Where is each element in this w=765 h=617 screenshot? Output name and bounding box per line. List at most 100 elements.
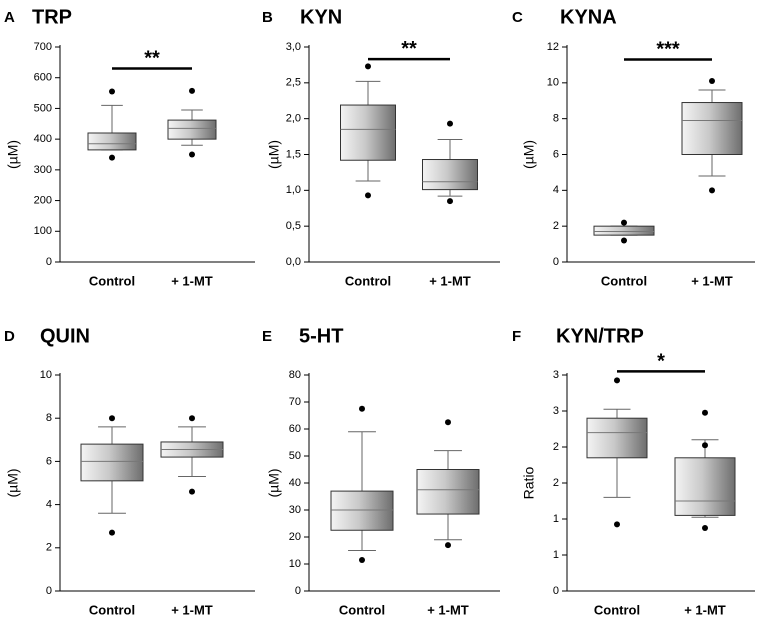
box-1-mt	[674, 409, 736, 531]
y-tick-label: 3	[553, 369, 559, 381]
outlier-point	[359, 405, 365, 412]
panel-c: C KYNA 0 2 4 6 8 10 12 (µM) Control + 1-MT ***	[512, 6, 755, 288]
x-tick-label: Control	[89, 602, 135, 617]
panel-title: 5-HT	[299, 325, 343, 347]
y-tick-label: 60	[289, 423, 301, 435]
panel-letter: F	[512, 328, 521, 345]
y-tick-label: 20	[289, 531, 301, 543]
y-tick-label: 10	[40, 369, 52, 381]
y-tick-label: 0	[46, 585, 52, 597]
panel-letter: B	[262, 9, 273, 26]
x-tick-label: + 1-MT	[171, 602, 213, 617]
outlier-point	[614, 377, 620, 384]
y-tick-label: 0,5	[286, 220, 301, 232]
outlier-point	[709, 187, 715, 194]
box-control	[586, 377, 648, 528]
outlier-point	[189, 415, 195, 422]
outlier-point	[359, 556, 365, 563]
y-tick-label: 12	[547, 41, 559, 53]
y-tick-label: 2,5	[286, 77, 301, 89]
box-1-mt	[160, 415, 224, 495]
outlier-point	[447, 120, 453, 127]
x-tick-label: + 1-MT	[427, 602, 469, 617]
significance-label: **	[401, 38, 417, 60]
y-tick-label: 300	[34, 164, 52, 176]
box-1-mt	[681, 78, 743, 194]
box-control	[330, 405, 394, 563]
panel-title: KYN/TRP	[556, 325, 644, 347]
y-tick-label: 10	[547, 77, 559, 89]
outlier-point	[109, 154, 115, 161]
panel-title: TRP	[32, 6, 72, 28]
y-tick-label: 0	[46, 256, 52, 268]
y-tick-label: 0	[553, 585, 559, 597]
outlier-point	[365, 63, 371, 70]
y-tick-label: 4	[553, 184, 559, 196]
y-tick-label: 200	[34, 194, 52, 206]
y-tick-label: 100	[34, 225, 52, 237]
y-tick-label: 1,5	[286, 148, 301, 160]
y-tick-label: 2	[553, 220, 559, 232]
box-iqr	[87, 132, 137, 151]
box-iqr	[586, 417, 648, 459]
x-tick-label: + 1-MT	[429, 273, 471, 288]
box-iqr	[674, 457, 736, 516]
y-tick-label: 2	[553, 441, 559, 453]
y-axis-label: (µM)	[5, 468, 21, 497]
significance-label: **	[144, 48, 160, 70]
y-tick-label: 1,0	[286, 184, 301, 196]
outlier-point	[365, 192, 371, 199]
y-axis-label: (µM)	[521, 140, 537, 169]
y-tick-label: 6	[46, 455, 52, 467]
outlier-point	[445, 419, 451, 426]
y-tick-label: 600	[34, 72, 52, 84]
outlier-point	[702, 525, 708, 531]
box-iqr	[422, 159, 478, 191]
outlier-point	[109, 529, 115, 536]
panel-d: D QUIN 0 2 4 6 8 10 (µM) Control + 1-MT	[4, 325, 255, 617]
y-tick-label: 30	[289, 504, 301, 516]
y-axis-label: (µM)	[266, 140, 282, 169]
y-tick-label: 400	[34, 133, 52, 145]
outlier-point	[614, 521, 620, 528]
outlier-point	[189, 151, 195, 158]
box-iqr	[167, 119, 217, 140]
box-1-mt	[422, 120, 478, 205]
y-tick-label: 2	[46, 542, 52, 554]
y-tick-label: 2	[553, 477, 559, 489]
panel-letter: E	[262, 328, 272, 345]
outlier-point	[621, 237, 627, 244]
y-tick-label: 70	[289, 396, 301, 408]
box-iqr	[681, 102, 743, 155]
y-tick-label: 6	[553, 148, 559, 160]
y-tick-label: 3,0	[286, 41, 301, 53]
y-tick-label: 80	[289, 369, 301, 381]
panel-letter: D	[4, 328, 15, 345]
x-tick-label: Control	[594, 602, 640, 617]
y-axis-label: (µM)	[5, 140, 21, 169]
outlier-point	[447, 198, 453, 205]
x-tick-label: Control	[339, 602, 385, 617]
x-tick-label: Control	[89, 273, 135, 288]
box-iqr	[330, 490, 394, 531]
box-control	[80, 415, 144, 536]
y-tick-label: 1	[553, 549, 559, 561]
panel-e: E 5-HT 0 10 20 30 40 50 60 70 80 (µM) Control + 1-MT	[262, 325, 500, 617]
box-control	[593, 219, 655, 244]
outlier-point	[445, 542, 451, 549]
panel-title: KYN	[300, 6, 342, 28]
box-1-mt	[167, 87, 217, 158]
box-control	[87, 88, 137, 161]
y-tick-label: 0	[553, 256, 559, 268]
panel-title: QUIN	[40, 325, 90, 347]
outlier-point	[109, 415, 115, 422]
x-tick-label: Control	[345, 273, 391, 288]
panel-a: A TRP 0 100 200 300 400 500 600 700 (µM) Control + 1…	[4, 6, 255, 288]
y-axis-label: Ratio	[521, 466, 537, 499]
outlier-point	[109, 88, 115, 95]
y-tick-label: 0,0	[286, 256, 301, 268]
y-tick-label: 0	[295, 585, 301, 597]
y-tick-label: 2,0	[286, 113, 301, 125]
y-tick-label: 8	[46, 412, 52, 424]
